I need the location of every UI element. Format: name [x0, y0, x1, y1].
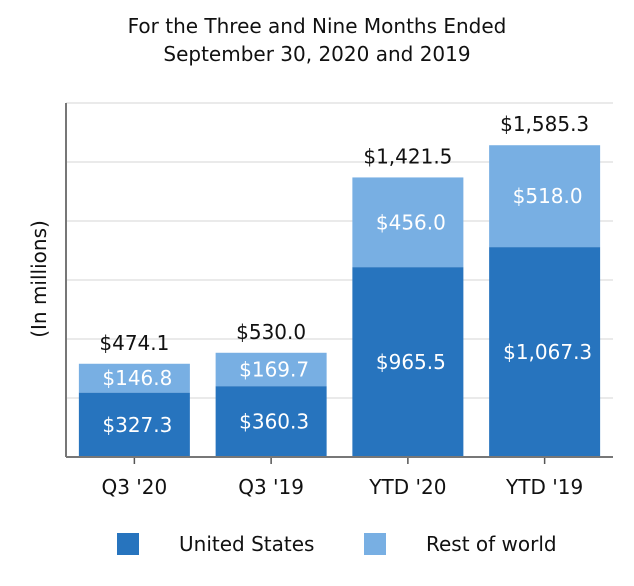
- bar-united-states: [215, 386, 327, 457]
- x-tick-label: Q3 '20: [101, 475, 167, 499]
- data-label-total: $1,421.5: [363, 144, 452, 168]
- bar-rest-of-world: [78, 363, 190, 393]
- chart-title-line-2: September 30, 2020 and 2019: [163, 42, 471, 66]
- legend-label-united-states: United States: [179, 532, 315, 556]
- bar-united-states: [78, 392, 190, 457]
- data-label-total: $530.0: [236, 320, 306, 344]
- bar-rest-of-world: [352, 177, 464, 268]
- legend-item-rest-of-world: Rest of world: [364, 532, 557, 556]
- bar-united-states: [489, 247, 601, 457]
- data-label-united-states: $1,067.3: [503, 340, 592, 364]
- legend-swatch-rest-of-world: [364, 533, 386, 555]
- data-label-rest-of-world: $518.0: [513, 184, 583, 208]
- legend: United States Rest of world: [0, 532, 634, 562]
- data-label-rest-of-world: $146.8: [102, 366, 172, 390]
- bar-united-states: [352, 267, 464, 457]
- data-label-rest-of-world: $456.0: [376, 210, 446, 234]
- data-label-total: $1,585.3: [500, 112, 589, 136]
- x-tick-label: YTD '19: [505, 475, 583, 499]
- legend-swatch-united-states: [117, 533, 139, 555]
- bar-rest-of-world: [215, 352, 327, 387]
- legend-item-united-states: United States: [117, 532, 314, 556]
- y-axis-label: (In millions): [27, 220, 51, 338]
- chart-title-line-1: For the Three and Nine Months Ended: [127, 14, 507, 38]
- data-label-united-states: $327.3: [102, 413, 172, 437]
- legend-label-rest-of-world: Rest of world: [426, 532, 557, 556]
- chart-title: For the Three and Nine Months Ended Sept…: [0, 12, 634, 68]
- data-label-united-states: $360.3: [239, 410, 309, 434]
- bar-rest-of-world: [489, 145, 601, 248]
- data-label-total: $474.1: [99, 331, 169, 355]
- data-label-rest-of-world: $169.7: [239, 357, 309, 381]
- x-tick-label: YTD '20: [368, 475, 446, 499]
- x-tick-label: Q3 '19: [238, 475, 304, 499]
- data-label-united-states: $965.5: [376, 350, 446, 374]
